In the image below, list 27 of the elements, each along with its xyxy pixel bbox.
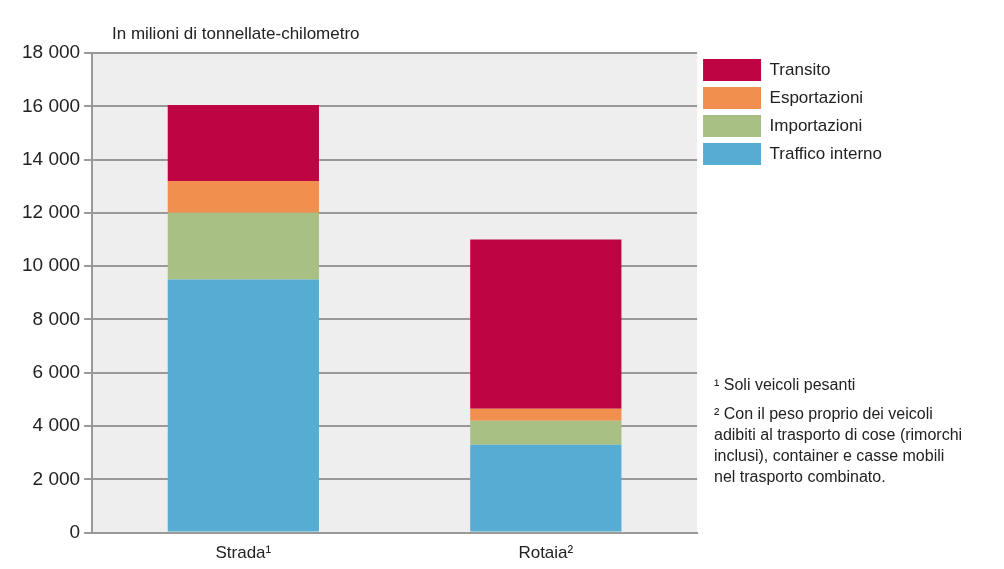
y-tick-label: 8 000 — [32, 307, 81, 329]
bar — [167, 212, 319, 280]
y-tick-label: 12 000 — [21, 201, 81, 223]
y-tick-label: 18 000 — [21, 41, 81, 63]
x-tick-label: Rotaia² — [518, 543, 574, 563]
bar — [470, 239, 622, 409]
y-tick-label: 4 000 — [32, 414, 81, 436]
y-tick-label: 0 — [69, 520, 81, 542]
text: ² Con il peso proprio dei veicoli adibiti al trasporto di cose (rimorchi inclusi), container e casse mobili nel trasporto combinato. — [714, 404, 964, 487]
legend-label: Transito — [769, 59, 831, 79]
y-tick-label: 16 000 — [21, 94, 81, 116]
y-tick-label: 10 000 — [21, 254, 81, 276]
y-axis-title: In milioni di tonnellate-chilometro — [112, 24, 360, 44]
y-tick-label: 6 000 — [32, 360, 81, 382]
legend-label: Importazioni — [769, 115, 863, 135]
bar — [470, 444, 622, 532]
bar — [167, 180, 319, 213]
text: ¹ Soli veicoli pesanti — [714, 375, 857, 395]
bar — [470, 420, 622, 445]
legend-label: Traffico interno — [769, 143, 883, 163]
bar — [167, 104, 319, 181]
y-tick-label: 2 000 — [32, 467, 81, 489]
x-tick-label: Strada¹ — [215, 543, 272, 563]
bar — [167, 279, 319, 532]
legend-label: Esportazioni — [769, 87, 864, 107]
y-tick-label: 14 000 — [21, 147, 81, 169]
bar — [470, 408, 622, 421]
